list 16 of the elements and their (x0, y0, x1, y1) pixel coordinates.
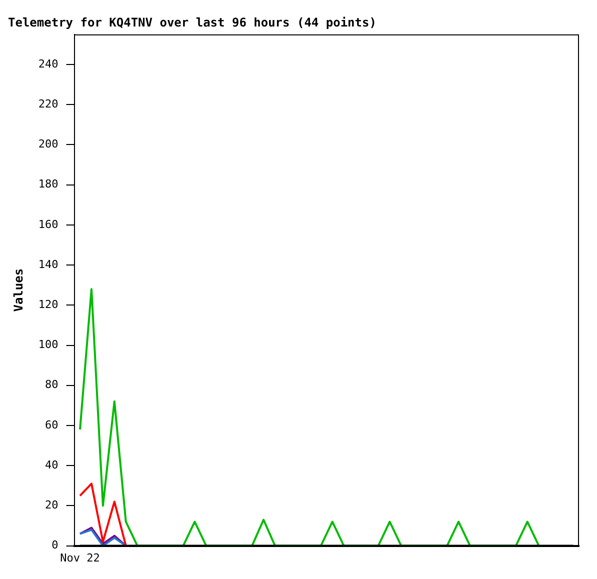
chart-title: Telemetry for KQ4TNV over last 96 hours (44 points) (8, 15, 376, 30)
y-tick-label: 120 (38, 298, 58, 311)
y-tick-label: 160 (38, 218, 58, 231)
y-tick-label: 200 (38, 138, 58, 151)
x-tick-label: Nov 22 (60, 551, 100, 564)
y-tick-label: 100 (38, 338, 58, 352)
y-tick-label: 20 (45, 498, 58, 512)
y-tick-label: 220 (38, 97, 58, 110)
y-tick-label: 40 (45, 458, 58, 472)
y-tick-label: 180 (38, 178, 58, 191)
y-tick-label: 80 (45, 378, 58, 392)
y-tick-label: 240 (38, 57, 58, 70)
y-tick-label: 140 (38, 258, 58, 271)
y-tick-label: 60 (45, 418, 58, 432)
y-axis-title: Values (11, 268, 26, 312)
y-tick-label: 0 (52, 538, 58, 552)
